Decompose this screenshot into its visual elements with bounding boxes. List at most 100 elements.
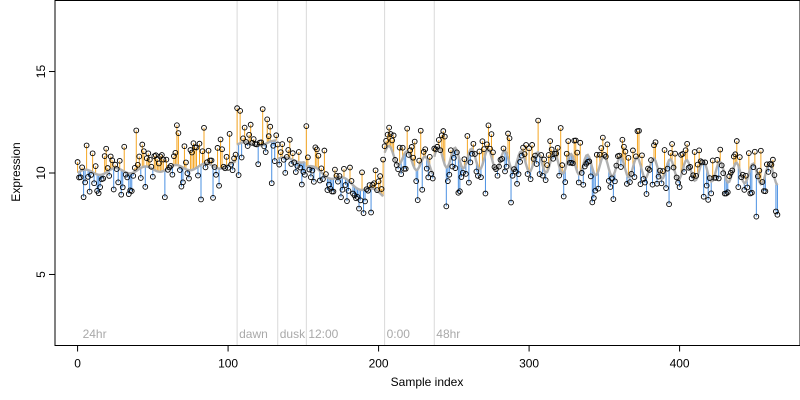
data-point-140	[285, 147, 292, 153]
data-point-400	[676, 184, 683, 190]
y-axis-title: Expression	[9, 142, 23, 201]
data-point-180	[345, 188, 352, 194]
data-point-263	[470, 140, 477, 147]
data-point-185	[353, 195, 359, 202]
data-point-100	[225, 164, 231, 171]
data-point-113	[244, 143, 251, 149]
data-point-145	[292, 169, 299, 175]
data-point-268	[478, 174, 484, 181]
data-point-82	[198, 196, 204, 203]
data-point-435	[729, 167, 736, 174]
data-point-336	[580, 181, 587, 188]
data-point-303	[530, 156, 537, 162]
data-point-50	[149, 173, 156, 180]
data-point-177	[341, 165, 347, 172]
data-point-66	[174, 122, 180, 129]
data-point-23	[109, 157, 116, 164]
data-point-79	[193, 144, 200, 151]
data-point-92	[213, 171, 219, 178]
data-point-418	[703, 182, 710, 189]
data-point-251	[452, 165, 459, 171]
data-point-279	[494, 172, 501, 179]
data-point-425	[714, 156, 721, 163]
data-point-421	[708, 190, 715, 197]
data-point-285	[503, 163, 510, 170]
data-point-231	[422, 146, 429, 153]
data-point-0	[74, 159, 81, 165]
data-point-352	[604, 141, 611, 148]
data-point-200	[375, 178, 382, 185]
data-point-205	[383, 137, 389, 144]
data-point-376	[640, 176, 647, 182]
data-point-340	[586, 158, 593, 165]
data-point-84	[201, 124, 207, 131]
data-point-379	[645, 165, 651, 172]
data-point-300	[526, 145, 532, 152]
data-point-318	[553, 150, 560, 157]
data-point-99	[223, 153, 230, 160]
data-point-378	[643, 191, 650, 197]
data-point-335	[578, 170, 585, 176]
data-point-134	[276, 161, 283, 168]
data-point-267	[476, 148, 483, 155]
data-point-15	[97, 184, 104, 190]
data-point-250	[450, 154, 457, 161]
data-point-432	[724, 189, 731, 196]
data-point-288	[508, 199, 514, 206]
data-point-209	[389, 137, 395, 144]
data-point-407	[687, 164, 693, 170]
data-point-33	[124, 174, 131, 181]
data-point-64	[171, 153, 177, 160]
data-point-207	[386, 124, 392, 131]
data-point-387	[657, 167, 663, 174]
data-point-29	[118, 191, 125, 198]
data-point-252	[453, 149, 460, 156]
data-point-464	[773, 208, 779, 215]
data-point-80	[195, 172, 201, 179]
data-point-409	[690, 172, 696, 179]
data-point-102	[228, 161, 234, 168]
data-point-108	[237, 108, 243, 114]
data-point-155	[308, 174, 314, 181]
data-point-173	[335, 178, 341, 185]
data-point-241	[437, 147, 444, 154]
data-point-299	[524, 171, 531, 177]
data-point-208	[387, 131, 394, 137]
data-point-125	[262, 149, 269, 156]
data-point-96	[219, 146, 225, 153]
data-point-274	[487, 145, 493, 152]
data-point-393	[666, 201, 672, 208]
data-point-21	[106, 173, 113, 179]
data-point-440	[736, 154, 743, 160]
data-point-165	[323, 171, 329, 177]
data-point-189	[359, 169, 365, 176]
data-point-104	[231, 155, 237, 162]
annotation-label-5: 48hr	[436, 327, 460, 341]
data-point-68	[177, 167, 183, 173]
data-point-345	[593, 151, 600, 158]
data-point-377	[642, 179, 648, 186]
data-point-452	[755, 173, 761, 180]
data-point-437	[732, 151, 739, 158]
data-point-95	[217, 136, 224, 143]
data-point-156	[309, 167, 316, 174]
data-point-161	[317, 177, 323, 184]
data-point-316	[550, 155, 557, 162]
data-point-117	[250, 136, 257, 142]
data-point-392	[664, 165, 671, 172]
data-point-91	[211, 164, 218, 170]
data-point-333	[575, 179, 582, 186]
data-point-219	[404, 125, 411, 132]
data-point-136	[279, 141, 286, 147]
data-point-320	[556, 172, 563, 179]
data-point-201	[377, 173, 383, 179]
data-point-283	[500, 145, 507, 152]
data-point-439	[735, 184, 742, 190]
data-point-295	[518, 152, 525, 159]
data-point-63	[169, 171, 176, 178]
data-point-276	[490, 149, 496, 156]
data-point-305	[533, 161, 540, 167]
x-tick-label-0: 0	[74, 357, 81, 371]
data-point-142	[288, 161, 295, 167]
data-point-39	[133, 127, 140, 134]
